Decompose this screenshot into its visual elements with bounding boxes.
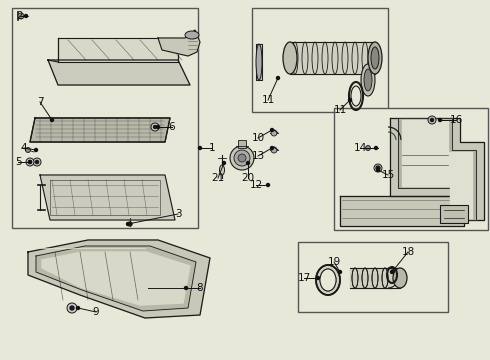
Ellipse shape: [371, 47, 379, 69]
Text: 1: 1: [209, 143, 215, 153]
Text: 9: 9: [93, 307, 99, 317]
Text: 4: 4: [21, 143, 27, 153]
Bar: [238, 140, 246, 148]
Circle shape: [26, 158, 34, 166]
Polygon shape: [340, 196, 464, 226]
Circle shape: [374, 147, 377, 149]
Circle shape: [376, 166, 380, 170]
Text: 13: 13: [251, 151, 265, 161]
Text: 11: 11: [261, 95, 274, 105]
Polygon shape: [28, 240, 210, 318]
Bar: [12, 8, 198, 228]
Circle shape: [270, 129, 273, 131]
Circle shape: [238, 154, 246, 162]
Circle shape: [430, 118, 434, 122]
Ellipse shape: [361, 64, 375, 96]
Circle shape: [128, 222, 132, 226]
Polygon shape: [30, 118, 170, 142]
Circle shape: [348, 99, 351, 102]
Ellipse shape: [320, 269, 336, 291]
Circle shape: [222, 162, 225, 165]
Circle shape: [234, 150, 250, 166]
Bar: [334, 108, 488, 230]
Circle shape: [151, 123, 159, 131]
Ellipse shape: [364, 69, 372, 91]
Circle shape: [271, 130, 277, 136]
Text: 19: 19: [327, 257, 341, 267]
Text: 2: 2: [17, 11, 24, 21]
Text: 16: 16: [449, 115, 463, 125]
Polygon shape: [36, 246, 196, 311]
Polygon shape: [40, 175, 175, 220]
Text: 17: 17: [297, 273, 311, 283]
Polygon shape: [290, 42, 375, 74]
Circle shape: [339, 270, 342, 274]
Circle shape: [153, 126, 156, 129]
Text: 15: 15: [381, 170, 394, 180]
Circle shape: [376, 168, 379, 171]
Bar: [252, 8, 388, 112]
Circle shape: [366, 145, 370, 150]
Circle shape: [67, 303, 77, 313]
Polygon shape: [48, 60, 190, 85]
Circle shape: [28, 161, 31, 163]
Circle shape: [428, 116, 436, 124]
Polygon shape: [256, 44, 262, 80]
Ellipse shape: [316, 265, 340, 295]
Text: 18: 18: [401, 247, 415, 257]
Circle shape: [317, 276, 319, 279]
Circle shape: [34, 148, 38, 152]
Bar: [440, 205, 468, 223]
Polygon shape: [390, 118, 484, 220]
Circle shape: [439, 118, 441, 122]
Ellipse shape: [185, 31, 199, 39]
Circle shape: [391, 270, 393, 274]
Ellipse shape: [220, 165, 224, 175]
Circle shape: [24, 14, 27, 18]
Circle shape: [35, 161, 39, 163]
Circle shape: [70, 306, 74, 310]
Text: 20: 20: [242, 173, 255, 183]
Bar: [298, 242, 448, 312]
Text: 21: 21: [211, 173, 224, 183]
Text: 5: 5: [15, 157, 21, 167]
Text: 6: 6: [169, 122, 175, 132]
Ellipse shape: [256, 44, 262, 80]
Circle shape: [246, 162, 249, 165]
Text: 12: 12: [249, 180, 263, 190]
Circle shape: [185, 287, 188, 289]
Text: 3: 3: [175, 209, 181, 219]
Circle shape: [33, 158, 41, 166]
Circle shape: [374, 164, 382, 172]
Text: 10: 10: [251, 133, 265, 143]
Circle shape: [50, 118, 53, 122]
Circle shape: [25, 148, 30, 153]
Circle shape: [230, 146, 254, 170]
Circle shape: [126, 222, 129, 225]
Circle shape: [267, 184, 270, 186]
Ellipse shape: [368, 42, 382, 74]
Polygon shape: [402, 120, 472, 218]
Circle shape: [18, 13, 24, 19]
Ellipse shape: [393, 268, 407, 288]
Polygon shape: [58, 38, 178, 62]
Circle shape: [271, 147, 277, 153]
Circle shape: [270, 147, 273, 149]
Text: 8: 8: [196, 283, 203, 293]
Circle shape: [276, 77, 279, 80]
Circle shape: [156, 126, 160, 129]
Polygon shape: [350, 268, 392, 288]
Text: 14: 14: [353, 143, 367, 153]
Polygon shape: [42, 252, 190, 305]
Ellipse shape: [283, 42, 297, 74]
Text: 11: 11: [333, 105, 346, 115]
Text: 7: 7: [37, 97, 43, 107]
Circle shape: [28, 161, 31, 163]
Polygon shape: [158, 30, 200, 56]
Polygon shape: [398, 118, 476, 220]
Circle shape: [76, 306, 79, 310]
Circle shape: [198, 147, 201, 149]
